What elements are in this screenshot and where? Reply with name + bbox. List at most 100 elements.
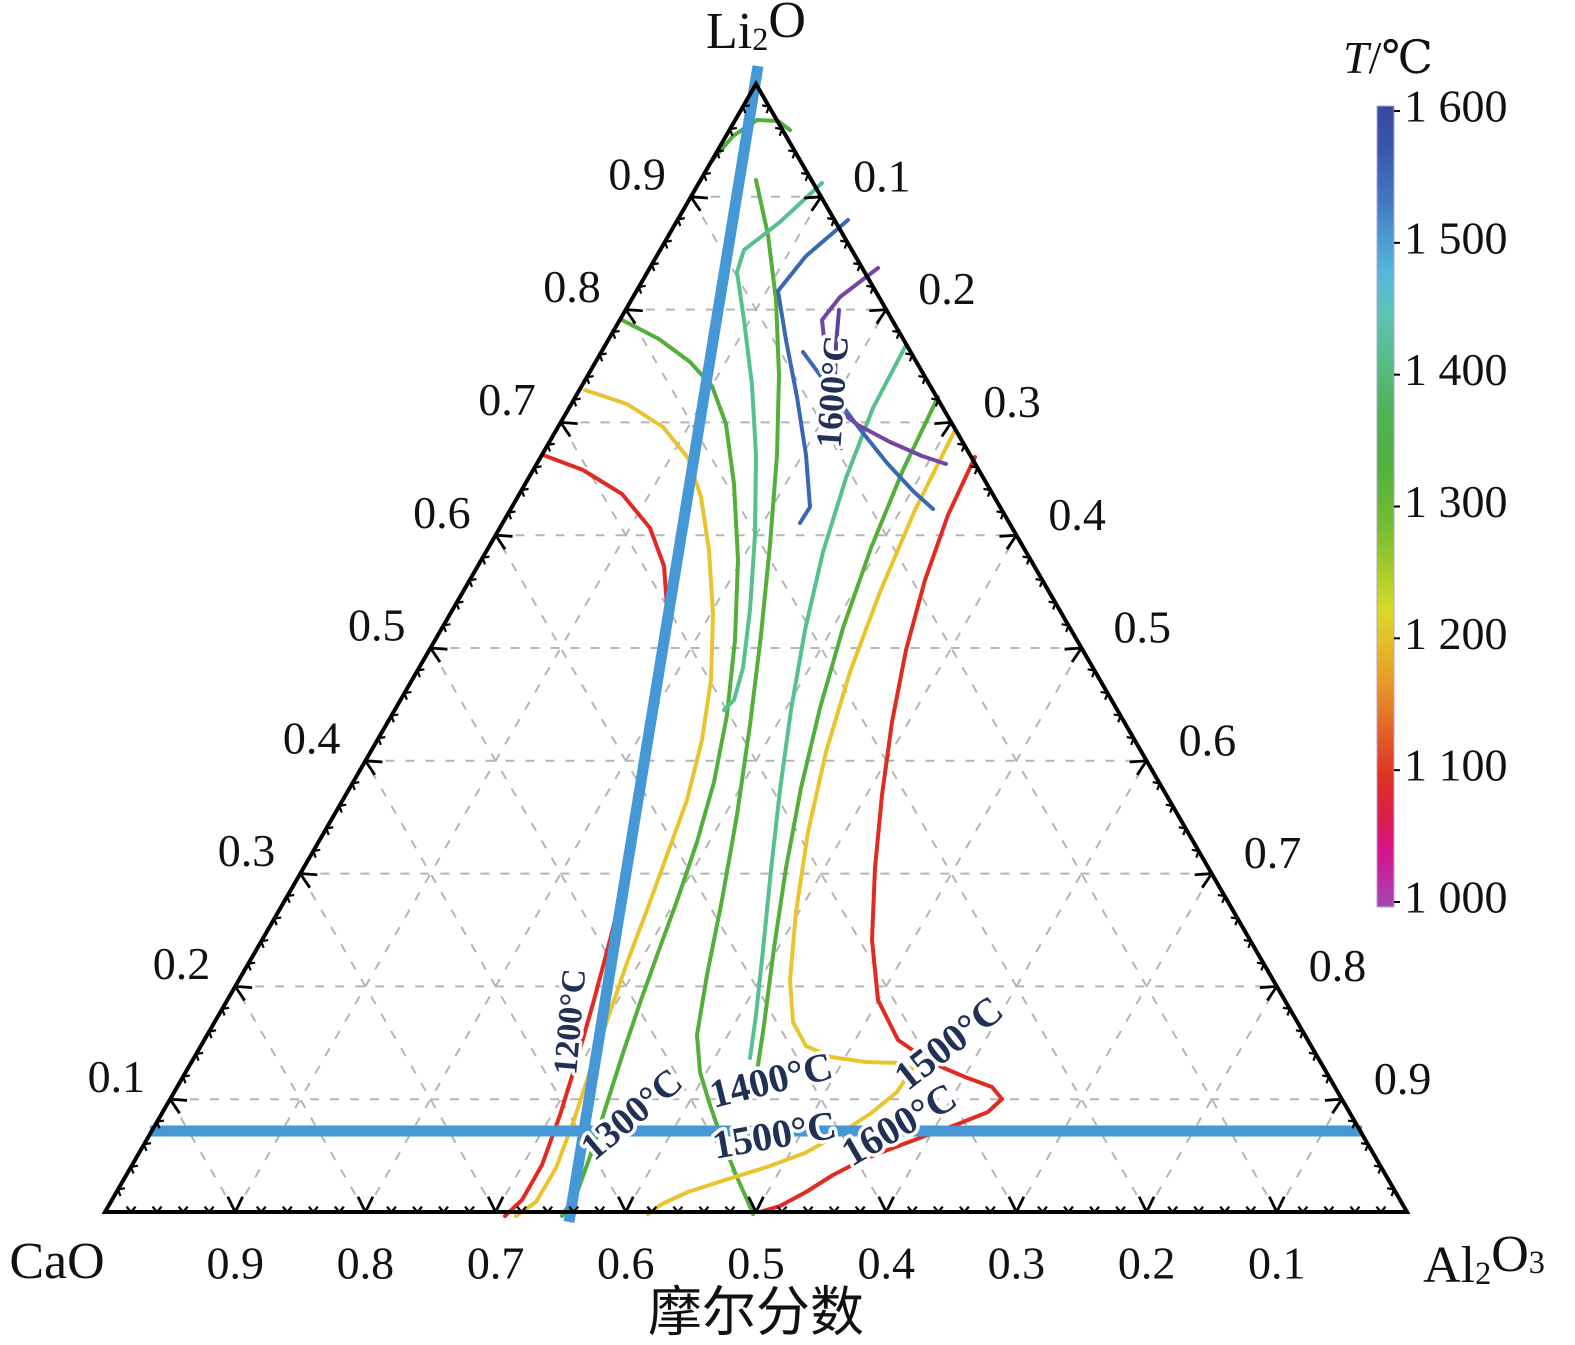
gridline-left-parallel xyxy=(234,196,822,1213)
minor-tick xyxy=(1321,1074,1330,1078)
minor-tick xyxy=(195,1053,200,1062)
axis-tick-labels: 0.9 0.8 0.7 0.6 0.5 0.4 0.3 0.2 0.1 0.1 0.2 0.3 0.4 0… xyxy=(88,148,1432,1288)
minor-tick xyxy=(1165,803,1173,808)
minor-tick xyxy=(651,262,659,266)
minor-tick xyxy=(986,489,992,498)
left-axis-tick-label: 0.4 xyxy=(283,712,341,763)
minor-tick xyxy=(481,557,487,565)
minor-tick xyxy=(416,670,421,678)
major-tick xyxy=(1324,1097,1342,1102)
major-tick xyxy=(299,872,311,889)
minor-tick xyxy=(828,1205,835,1213)
minor-tick xyxy=(833,1205,840,1213)
minor-tick xyxy=(1349,1205,1356,1213)
left-axis-ticks xyxy=(116,104,751,1197)
minor-tick xyxy=(774,126,783,131)
minor-tick xyxy=(1328,1205,1335,1213)
minor-tick xyxy=(585,376,591,385)
colorbar-tick-label: 1 200 xyxy=(1404,608,1508,659)
minor-tick xyxy=(248,961,256,965)
minor-tick xyxy=(1354,1205,1361,1213)
major-tick xyxy=(804,195,822,200)
minor-tick xyxy=(765,106,771,114)
major-tick xyxy=(1331,1098,1344,1115)
minor-tick xyxy=(715,151,721,159)
minor-tick xyxy=(698,1205,705,1213)
minor-tick xyxy=(854,1205,862,1213)
minor-tick xyxy=(728,128,734,137)
major-tick xyxy=(1268,1196,1279,1213)
major-tick xyxy=(877,1196,888,1213)
minor-tick xyxy=(1223,1205,1231,1213)
minor-tick xyxy=(177,1205,184,1213)
major-tick xyxy=(494,534,507,551)
bottom-axis-tick-label: 0.8 xyxy=(337,1238,395,1289)
minor-tick xyxy=(351,782,356,791)
minor-tick xyxy=(1234,918,1239,926)
minor-tick xyxy=(638,284,646,289)
minor-tick xyxy=(391,713,399,717)
gridline-right-parallel xyxy=(299,873,497,1213)
minor-tick xyxy=(482,555,490,559)
minor-tick xyxy=(352,781,360,785)
major-tick xyxy=(624,308,637,325)
minor-tick xyxy=(830,218,836,227)
colorbar-tick-label: 1 300 xyxy=(1404,476,1508,527)
right-axis-tick-label: 0.3 xyxy=(983,376,1041,427)
minor-tick xyxy=(156,1119,165,1123)
minor-tick xyxy=(1191,848,1199,853)
minor-tick xyxy=(438,1205,445,1213)
minor-tick xyxy=(260,940,265,949)
minor-tick xyxy=(921,376,927,385)
major-tick xyxy=(1064,646,1082,651)
minor-tick xyxy=(791,151,797,159)
minor-tick xyxy=(208,1029,217,1033)
minor-tick xyxy=(208,1031,213,1039)
colorbar-tick-label: 1 500 xyxy=(1404,212,1508,263)
minor-tick xyxy=(906,1205,914,1213)
left-axis-tick-label: 0.5 xyxy=(348,600,406,651)
minor-tick xyxy=(1249,1205,1257,1213)
right-axis-tick-label: 0.6 xyxy=(1179,714,1237,765)
bottom-axis-ticks xyxy=(125,1196,1387,1213)
contour-line-red-band-1600c xyxy=(726,455,1004,1214)
minor-tick xyxy=(542,1205,549,1213)
bottom-axis-tick-label: 0.4 xyxy=(857,1238,915,1289)
minor-tick xyxy=(442,1205,449,1213)
minor-tick xyxy=(703,1205,710,1213)
minor-tick xyxy=(469,578,477,582)
ternary-gridlines xyxy=(169,195,1343,1213)
major-tick xyxy=(1201,872,1213,889)
minor-tick xyxy=(1100,690,1108,695)
minor-tick xyxy=(1035,578,1043,582)
minor-tick xyxy=(1325,1076,1330,1084)
minor-tick xyxy=(970,465,978,469)
minor-tick xyxy=(1119,1205,1126,1213)
minor-tick xyxy=(377,737,382,746)
right-axis-tick-label: 0.7 xyxy=(1244,827,1302,878)
minor-tick xyxy=(508,510,516,514)
colorbar: 1 600 1 500 1 400 1 300 1 200 1 100 1 000 T/℃ xyxy=(1343,32,1507,923)
minor-tick xyxy=(464,1205,471,1213)
minor-tick xyxy=(1039,579,1044,588)
minor-tick xyxy=(116,1189,122,1197)
minor-tick xyxy=(985,1205,992,1213)
minor-tick xyxy=(905,352,913,356)
minor-tick xyxy=(130,1166,135,1174)
minor-tick xyxy=(1025,557,1031,565)
minor-tick xyxy=(800,171,809,176)
minor-tick xyxy=(1312,1053,1317,1062)
major-tick xyxy=(430,646,448,651)
major-tick xyxy=(1015,1196,1026,1213)
minor-tick xyxy=(1256,961,1264,965)
minor-tick xyxy=(1171,1205,1178,1213)
minor-tick xyxy=(338,1205,345,1213)
minor-tick xyxy=(334,1205,341,1213)
gridline-right-parallel xyxy=(169,1098,237,1213)
minor-tick xyxy=(125,1205,132,1213)
major-tick xyxy=(747,1196,758,1213)
left-axis-tick-label: 0.9 xyxy=(608,148,666,199)
minor-tick xyxy=(1308,1051,1317,1056)
minor-tick xyxy=(1067,1205,1074,1213)
